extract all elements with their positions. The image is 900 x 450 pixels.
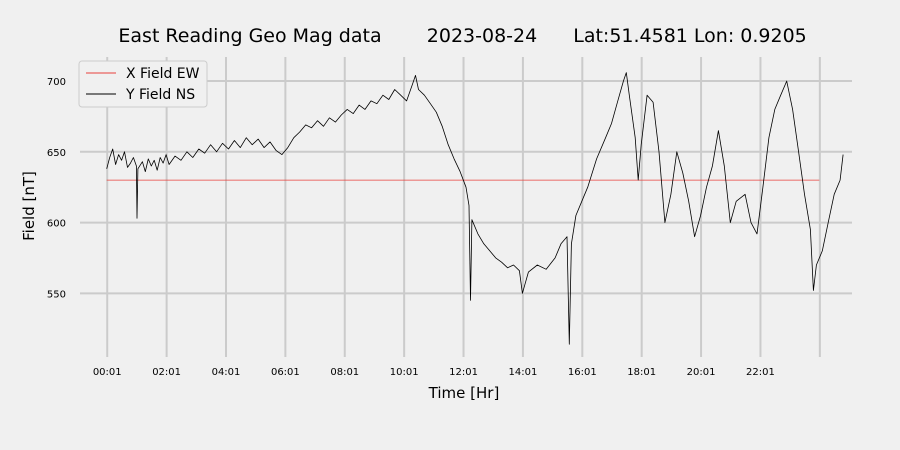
x-tick-label: 02:01 [152,367,181,378]
legend: X Field EW Y Field NS [78,60,208,108]
x-tick-labels: 00:01 02:01 04:01 06:01 08:01 10:01 12:01 14:01… [93,367,775,378]
y-tick-label: 700 [47,77,66,88]
x-tick-label: 12:01 [449,367,478,378]
x-tick-label: 18:01 [627,367,656,378]
y-tick-labels: 550 600 650 700 [47,77,66,300]
x-gridlines [106,57,821,357]
series-line-y-field-ns [106,72,844,345]
x-tick-label: 10:01 [390,367,419,378]
y-tick-label: 600 [47,219,66,230]
x-tick-label: 14:01 [509,367,538,378]
x-tick-label: 04:01 [212,367,241,378]
plot-area [80,57,852,357]
x-axis-label: Time [Hr] [428,384,500,402]
y-gridlines [80,80,852,295]
x-tick-label: 16:01 [568,367,597,378]
chart-title-date: 2023-08-24 [427,25,537,47]
y-tick-label: 550 [47,289,66,300]
x-tick-label: 08:01 [330,367,359,378]
legend-label-x-field: X Field EW [126,66,200,82]
series-layer [106,72,844,345]
x-tick-label: 20:01 [687,367,716,378]
x-tick-label: 06:01 [271,367,300,378]
chart-title-name: East Reading Geo Mag data [118,25,381,47]
legend-label-y-field: Y Field NS [125,87,195,103]
chart-title-location: Lat:51.4581 Lon: 0.9205 [573,25,807,47]
x-tick-label: 22:01 [746,367,775,378]
y-tick-label: 650 [47,148,66,159]
x-tick-label: 00:01 [93,367,122,378]
y-axis-label: Field [nT] [20,171,38,241]
